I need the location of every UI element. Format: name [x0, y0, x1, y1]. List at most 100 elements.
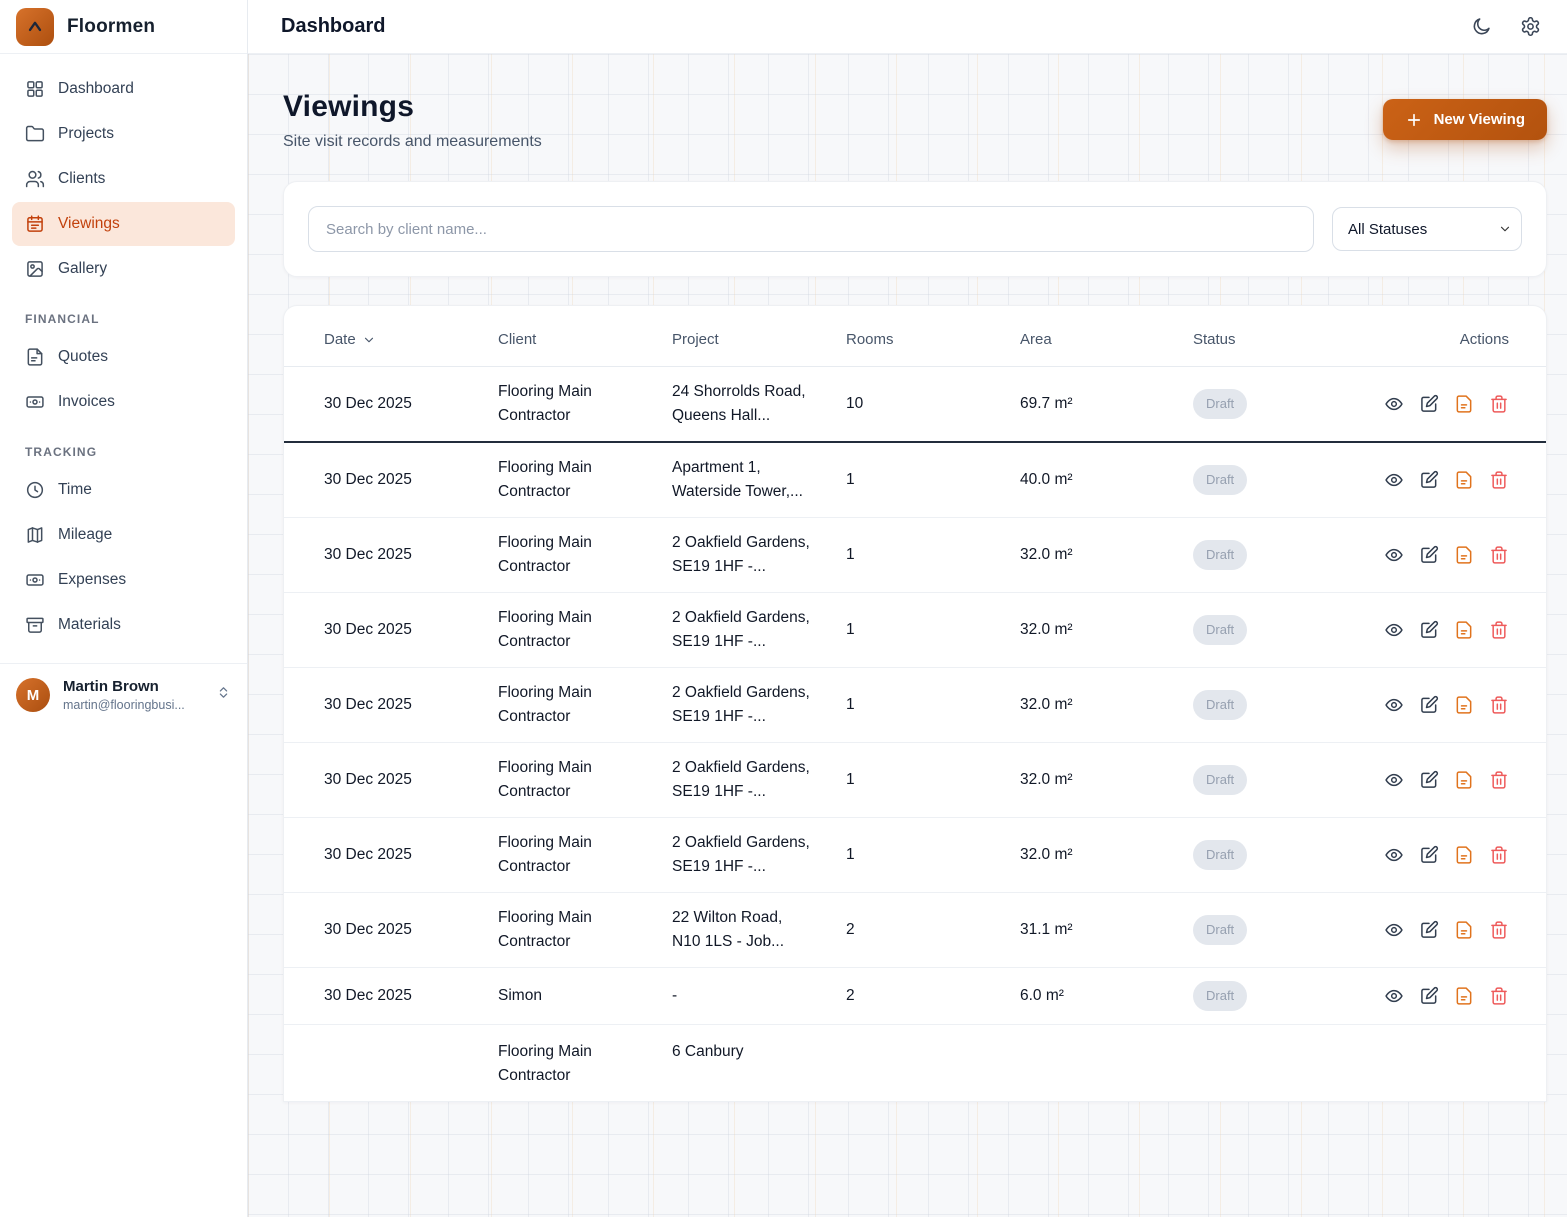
sidebar-item-expenses[interactable]: Expenses [12, 558, 235, 602]
delete-button[interactable] [1489, 920, 1509, 940]
moon-icon [1473, 18, 1490, 35]
page-content: Viewings Site visit records and measurem… [248, 54, 1567, 1217]
document-button[interactable] [1454, 394, 1474, 414]
cell-area: 32.0 m² [1020, 592, 1193, 669]
status-filter-select[interactable]: All Statuses [1332, 207, 1522, 251]
document-button[interactable] [1454, 986, 1474, 1006]
column-header-status: Status [1193, 306, 1366, 367]
settings-button[interactable] [1520, 16, 1541, 37]
sidebar-item-materials[interactable]: Materials [12, 603, 235, 647]
delete-button[interactable] [1489, 470, 1509, 490]
sidebar-item-dashboard[interactable]: Dashboard [12, 67, 235, 111]
cell-date [284, 1024, 498, 1103]
sidebar-item-viewings[interactable]: Viewings [12, 202, 235, 246]
view-button[interactable] [1384, 695, 1404, 715]
new-viewing-button[interactable]: New Viewing [1382, 99, 1547, 140]
delete-button[interactable] [1489, 770, 1509, 790]
eye-icon [1385, 990, 1403, 1003]
document-button[interactable] [1454, 470, 1474, 490]
document-icon [1456, 771, 1472, 789]
document-button[interactable] [1454, 920, 1474, 940]
sidebar-item-invoices[interactable]: Invoices [12, 380, 235, 424]
topbar: Dashboard [248, 0, 1567, 54]
sidebar-item-clients[interactable]: Clients [12, 157, 235, 201]
delete-button[interactable] [1489, 620, 1509, 640]
edit-button[interactable] [1419, 394, 1439, 414]
view-button[interactable] [1384, 394, 1404, 414]
sidebar-item-label: Mileage [58, 526, 113, 543]
sidebar-item-label: Gallery [58, 260, 108, 277]
delete-button[interactable] [1489, 986, 1509, 1006]
table-row[interactable]: 30 Dec 2025 Flooring Main Contractor 2 O… [284, 592, 1546, 669]
cell-area: 31.1 m² [1020, 892, 1193, 969]
table-row[interactable]: 30 Dec 2025 Flooring Main Contractor 24 … [284, 366, 1546, 444]
document-button[interactable] [1454, 845, 1474, 865]
edit-button[interactable] [1419, 770, 1439, 790]
delete-button[interactable] [1489, 845, 1509, 865]
cell-client: Flooring Main Contractor [498, 742, 672, 819]
row-actions [1366, 620, 1509, 640]
sidebar-item-mileage[interactable]: Mileage [12, 513, 235, 557]
cell-status: Draft [1193, 517, 1366, 594]
edit-icon [1421, 771, 1439, 789]
archive-icon [26, 617, 44, 633]
cell-date: 30 Dec 2025 [284, 366, 498, 444]
edit-button[interactable] [1419, 695, 1439, 715]
table-row[interactable]: 30 Dec 2025 Flooring Main Contractor 2 O… [284, 517, 1546, 594]
edit-button[interactable] [1419, 545, 1439, 565]
user-email: martin@flooringbusi... [63, 697, 185, 712]
floormen-logo-icon [16, 7, 54, 46]
sidebar-item-quotes[interactable]: Quotes [12, 335, 235, 379]
edit-icon [1421, 921, 1439, 939]
cell-area: 40.0 m² [1020, 442, 1193, 519]
cell-date: 30 Dec 2025 [284, 742, 498, 819]
table-row[interactable]: 30 Dec 2025 Flooring Main Contractor 2 O… [284, 817, 1546, 894]
table-row[interactable]: 30 Dec 2025 Flooring Main Contractor Apa… [284, 442, 1546, 519]
delete-button[interactable] [1489, 394, 1509, 414]
theme-toggle-button[interactable] [1471, 16, 1492, 37]
document-button[interactable] [1454, 695, 1474, 715]
status-badge: Draft [1193, 765, 1248, 796]
document-button[interactable] [1454, 770, 1474, 790]
search-input[interactable] [308, 206, 1314, 252]
edit-icon [1421, 696, 1439, 713]
cell-area: 69.7 m² [1020, 366, 1193, 444]
view-button[interactable] [1384, 620, 1404, 640]
document-button[interactable] [1454, 545, 1474, 565]
document-icon [1456, 471, 1472, 489]
view-button[interactable] [1384, 470, 1404, 490]
edit-icon [1421, 846, 1439, 864]
edit-button[interactable] [1419, 620, 1439, 640]
document-button[interactable] [1454, 620, 1474, 640]
table-row[interactable]: 30 Dec 2025 Simon - 2 6.0 m² Draft [284, 967, 1546, 1026]
view-button[interactable] [1384, 845, 1404, 865]
cell-client: Flooring Main Contractor [498, 817, 672, 894]
edit-button[interactable] [1419, 845, 1439, 865]
brand[interactable]: Floormen [0, 0, 247, 54]
view-button[interactable] [1384, 545, 1404, 565]
chevrons-up-down-icon[interactable] [216, 685, 231, 705]
eye-icon [1385, 774, 1403, 787]
sort-by-date[interactable]: Date [324, 331, 376, 348]
table-row[interactable]: 30 Dec 2025 Flooring Main Contractor 2 O… [284, 742, 1546, 819]
table-row[interactable]: 30 Dec 2025 Flooring Main Contractor 2 O… [284, 667, 1546, 744]
delete-button[interactable] [1489, 695, 1509, 715]
edit-button[interactable] [1419, 920, 1439, 940]
view-button[interactable] [1384, 770, 1404, 790]
view-button[interactable] [1384, 986, 1404, 1006]
edit-button[interactable] [1419, 986, 1439, 1006]
sidebar-item-projects[interactable]: Projects [12, 112, 235, 156]
trash-icon [1491, 471, 1507, 489]
view-button[interactable] [1384, 920, 1404, 940]
table-row[interactable]: Flooring Main Contractor 6 Canbury [284, 1024, 1546, 1103]
delete-button[interactable] [1489, 545, 1509, 565]
sidebar-item-time[interactable]: Time [12, 468, 235, 512]
banknote-icon [26, 396, 44, 408]
edit-button[interactable] [1419, 470, 1439, 490]
user-profile[interactable]: M Martin Brown martin@flooringbusi... [0, 664, 247, 726]
table-row[interactable]: 30 Dec 2025 Flooring Main Contractor 22 … [284, 892, 1546, 969]
sidebar-item-gallery[interactable]: Gallery [12, 247, 235, 291]
cell-project: 2 Oakfield Gardens, SE19 1HF -... [672, 742, 846, 819]
trash-icon [1491, 546, 1507, 564]
cell-date: 30 Dec 2025 [284, 892, 498, 969]
